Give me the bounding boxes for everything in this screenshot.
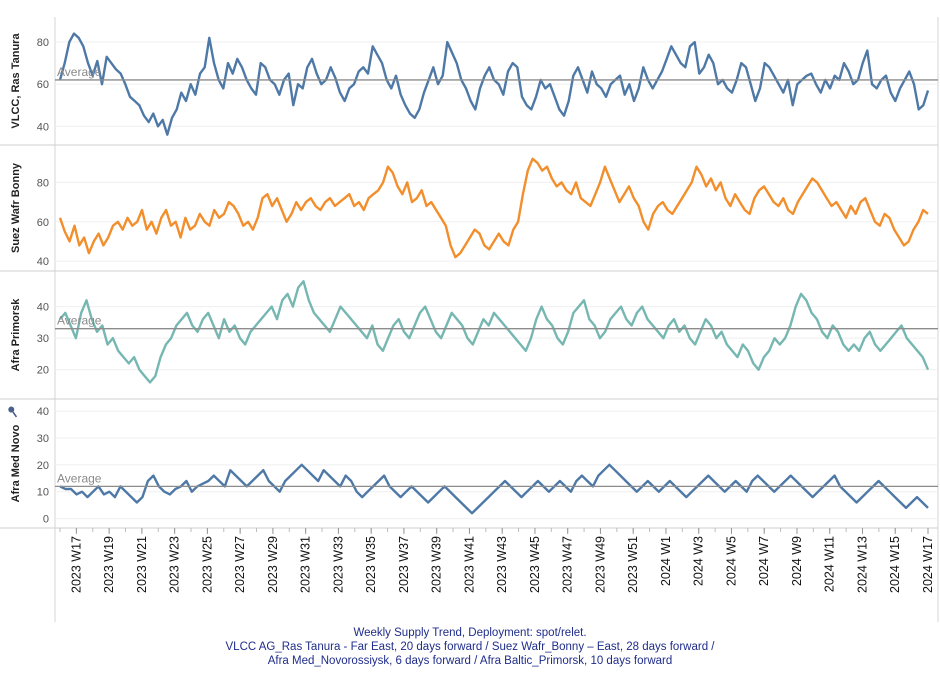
y-tick-label: 40	[37, 406, 49, 418]
average-label: Average	[57, 65, 102, 79]
x-tick-label: 2024 W7	[757, 536, 771, 586]
pin-icon	[8, 406, 18, 418]
panel-ylabel: VLCC, Ras Tanura	[10, 33, 22, 129]
series-line	[58, 157, 929, 259]
y-tick-label: 60	[37, 79, 49, 91]
x-tick-label: 2023 W21	[135, 536, 149, 593]
panel-ylabel: Suez Wafr Bonny	[10, 162, 22, 253]
x-tick-label: 2023 W43	[495, 536, 509, 593]
x-tick-label: 2023 W31	[299, 536, 313, 593]
x-tick-label: 2023 W19	[102, 536, 116, 593]
x-tick-label: 2024 W13	[855, 536, 869, 593]
caption-line-1: Weekly Supply Trend, Deployment: spot/re…	[353, 627, 587, 639]
chart-caption: Weekly Supply Trend, Deployment: spot/re…	[0, 626, 940, 668]
x-tick-label: 2023 W47	[561, 536, 575, 593]
y-tick-label: 40	[37, 256, 49, 268]
panel-ylabel: Afra Primorsk	[10, 298, 22, 372]
chart-svg: 40 60 80 VLCC, Ras Tanura Average 40 60 80 Suez …	[0, 17, 939, 622]
y-tick-label: 0	[43, 514, 49, 526]
x-tick-label: 2023 W41	[462, 536, 476, 593]
y-tick-label: 30	[37, 433, 49, 445]
panel-1: 40 60 80 VLCC, Ras Tanura Average	[0, 32, 938, 146]
panel-3: 20 30 40 Afra Primorsk Average	[0, 280, 938, 400]
y-tick-label: 20	[37, 365, 49, 377]
pin-needle	[12, 411, 18, 418]
x-tick-label: 2023 W17	[69, 536, 83, 593]
x-tick-label: 2024 W15	[888, 536, 902, 593]
x-tick-label: 2023 W25	[200, 536, 214, 593]
x-tick-label: 2024 W9	[790, 536, 804, 586]
caption-line-3: Afra Med_Novorossiysk, 6 days forward / …	[267, 655, 673, 667]
y-tick-label: 80	[37, 177, 49, 189]
x-tick-label: 2024 W3	[692, 536, 706, 586]
caption-line-2: VLCC AG_Ras Tanura - Far East, 20 days f…	[225, 641, 715, 653]
y-tick-label: 40	[37, 121, 49, 133]
x-tick-label: 2024 W17	[921, 536, 935, 593]
series-line	[59, 463, 929, 515]
x-tick-label: 2023 W45	[528, 536, 542, 593]
pin-head	[8, 406, 15, 413]
panel-ylabel: Afra Med Novo	[10, 424, 22, 502]
average-label: Average	[57, 471, 102, 485]
x-tick-label: 2024 W1	[659, 536, 673, 586]
x-tick-label: 2023 W49	[593, 536, 607, 593]
x-tick-label: 2024 W5	[724, 536, 738, 586]
series-line	[59, 280, 930, 384]
x-tick-label: 2023 W29	[266, 536, 280, 593]
panel-2: 40 60 80 Suez Wafr Bonny	[0, 157, 938, 272]
y-tick-label: 80	[37, 37, 49, 49]
x-tick-label: 2023 W37	[397, 536, 411, 593]
panel-4: 0 10 20 30 40 Afra Med Novo Average	[0, 406, 938, 529]
x-tick-label: 2023 W33	[331, 536, 345, 593]
x-tick-label: 2023 W39	[430, 536, 444, 593]
average-label: Average	[57, 314, 102, 328]
y-tick-label: 60	[37, 217, 49, 229]
x-tick-label: 2023 W23	[168, 536, 182, 593]
x-tick-label: 2024 W11	[823, 536, 837, 592]
y-tick-label: 40	[37, 302, 49, 314]
y-tick-label: 30	[37, 333, 49, 345]
x-tick-label: 2023 W51	[626, 536, 640, 593]
y-tick-label: 20	[37, 460, 49, 472]
y-tick-label: 10	[37, 487, 49, 499]
x-tick-label: 2023 W35	[364, 536, 378, 593]
x-tick-label: 2023 W27	[233, 536, 247, 593]
